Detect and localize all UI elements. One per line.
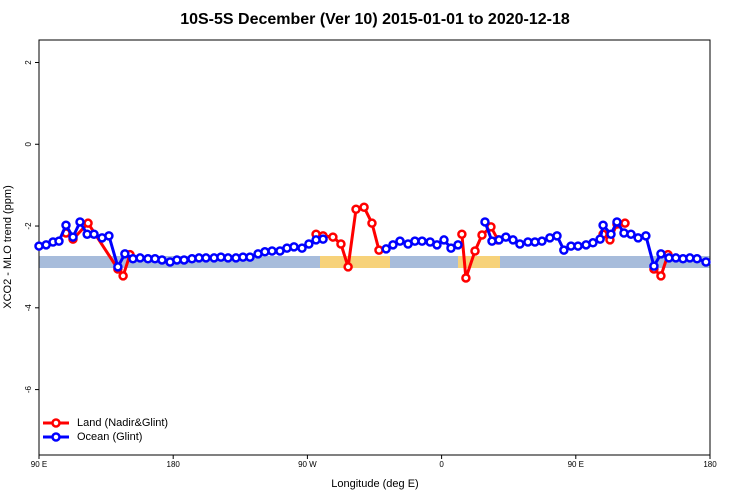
point bbox=[692, 253, 702, 264]
y-tick-label: 0 bbox=[24, 141, 33, 146]
point bbox=[432, 240, 442, 250]
x-tick-label: 180 bbox=[703, 460, 717, 469]
point bbox=[83, 218, 93, 228]
point bbox=[343, 262, 353, 272]
point bbox=[75, 217, 85, 227]
point bbox=[388, 240, 398, 250]
point bbox=[573, 241, 583, 251]
point bbox=[304, 239, 314, 249]
point bbox=[633, 233, 643, 243]
land-band bbox=[458, 256, 500, 268]
point bbox=[656, 271, 666, 281]
y-tick-label: -6 bbox=[24, 385, 33, 393]
point bbox=[328, 232, 338, 242]
legend-label: Land (Nadir&Glint) bbox=[77, 417, 168, 429]
point bbox=[61, 220, 71, 230]
point bbox=[359, 202, 369, 212]
point bbox=[157, 255, 167, 265]
x-tick-label: 90 E bbox=[568, 460, 584, 469]
plot-frame bbox=[38, 39, 711, 456]
point bbox=[606, 229, 616, 239]
point bbox=[552, 231, 562, 241]
point bbox=[649, 261, 659, 271]
point bbox=[537, 236, 547, 246]
point bbox=[120, 249, 130, 259]
point bbox=[477, 230, 487, 240]
point bbox=[367, 218, 377, 228]
point bbox=[641, 231, 651, 241]
point bbox=[656, 249, 666, 259]
x-axis-label: Longitude (deg E) bbox=[331, 478, 418, 490]
point bbox=[113, 262, 123, 272]
legend-marker bbox=[51, 418, 61, 428]
point bbox=[336, 239, 346, 249]
point bbox=[104, 231, 114, 241]
point bbox=[671, 253, 681, 263]
point bbox=[297, 243, 307, 253]
y-axis-label: XCO2 - MLO trend (ppm) bbox=[2, 185, 14, 308]
point bbox=[612, 217, 622, 227]
point bbox=[470, 246, 480, 256]
point bbox=[289, 242, 299, 252]
x-tick-label: 180 bbox=[167, 460, 181, 469]
point bbox=[620, 218, 630, 228]
point bbox=[626, 229, 636, 239]
point bbox=[34, 241, 44, 251]
chart-title: 10S-5S December (Ver 10) 2015-01-01 to 2… bbox=[180, 11, 570, 28]
legend-label: Ocean (Glint) bbox=[77, 431, 142, 443]
point bbox=[68, 232, 78, 242]
point bbox=[260, 247, 270, 257]
point bbox=[54, 236, 64, 246]
legend-marker bbox=[51, 432, 61, 442]
point bbox=[588, 238, 598, 248]
point bbox=[461, 273, 471, 283]
point bbox=[457, 229, 467, 239]
x-tick-label: 0 bbox=[439, 460, 444, 469]
y-tick-label: 2 bbox=[24, 60, 33, 65]
point bbox=[216, 252, 226, 262]
x-tick-label: 90 E bbox=[31, 460, 47, 469]
point bbox=[318, 234, 328, 244]
point bbox=[135, 253, 145, 263]
point bbox=[267, 246, 277, 256]
point bbox=[118, 271, 128, 281]
point bbox=[453, 240, 463, 250]
y-tick-label: -4 bbox=[24, 304, 33, 312]
point bbox=[598, 220, 608, 230]
point bbox=[381, 244, 391, 254]
point bbox=[374, 245, 384, 255]
point bbox=[701, 257, 711, 267]
x-tick-label: 90 W bbox=[298, 460, 317, 469]
point bbox=[89, 229, 99, 239]
point bbox=[508, 235, 518, 245]
point bbox=[245, 252, 255, 262]
point bbox=[395, 236, 405, 246]
point bbox=[223, 253, 233, 263]
point bbox=[515, 239, 525, 249]
point bbox=[128, 253, 138, 264]
point bbox=[685, 253, 695, 263]
y-tick-label: -2 bbox=[24, 222, 33, 230]
point bbox=[446, 243, 456, 253]
point bbox=[595, 234, 605, 244]
point bbox=[439, 235, 449, 245]
point bbox=[351, 204, 361, 215]
land-band bbox=[320, 256, 390, 268]
point bbox=[179, 255, 189, 265]
point bbox=[559, 245, 569, 255]
point bbox=[201, 253, 211, 263]
point bbox=[480, 217, 490, 227]
point bbox=[417, 236, 427, 246]
